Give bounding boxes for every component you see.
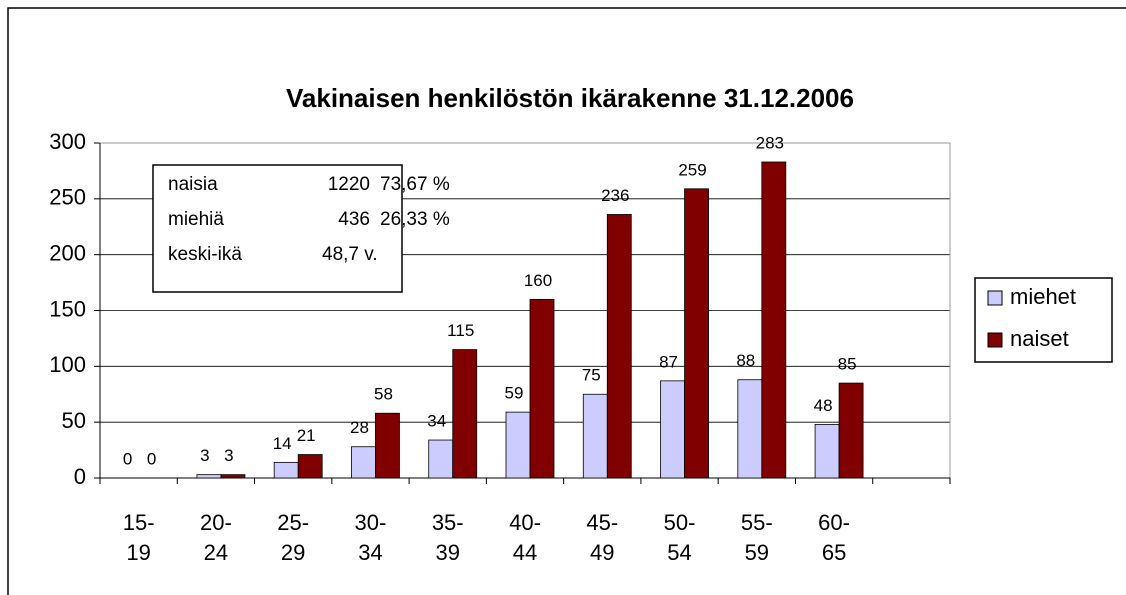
data-label: 59 <box>505 384 524 403</box>
data-label: 48 <box>814 396 833 415</box>
data-label: 34 <box>427 412 446 431</box>
chart-title: Vakinaisen henkilöstön ikärakenne 31.12.… <box>286 83 854 113</box>
legend-swatch <box>987 332 1003 348</box>
x-tick-label: 55- 59 <box>740 510 773 565</box>
x-tick-label: 15- 19 <box>122 510 155 565</box>
data-label: 87 <box>659 352 678 371</box>
bar <box>582 393 608 479</box>
bar <box>505 411 531 479</box>
x-tick-label: 35- 39 <box>431 510 464 565</box>
y-tick-label: 100 <box>49 352 86 377</box>
bar <box>273 461 299 479</box>
y-tick-label: 300 <box>49 129 86 154</box>
data-label: 14 <box>273 434 292 453</box>
x-tick-label: 45- 49 <box>586 510 619 565</box>
x-tick-label: 40- 44 <box>509 510 541 565</box>
data-label: 283 <box>756 133 784 152</box>
info-label: keski-ikä <box>168 244 242 265</box>
x-tick-label: 30- 34 <box>354 510 387 565</box>
bar <box>428 439 454 479</box>
y-tick-label: 200 <box>49 240 86 265</box>
data-label: 259 <box>678 160 706 179</box>
data-label: 58 <box>374 385 393 404</box>
legend-label: naiset <box>1010 326 1069 351</box>
y-tick-label: 150 <box>49 296 86 321</box>
bar <box>684 188 709 479</box>
x-tick-label: 25- 29 <box>277 510 310 565</box>
bar <box>452 349 478 479</box>
info-label: miehiä <box>168 209 224 230</box>
y-tick-label: 250 <box>49 185 86 210</box>
bar <box>761 161 787 479</box>
data-label: 3 <box>224 446 233 465</box>
data-label: 0 <box>147 449 156 468</box>
chart-border <box>7 7 1126 595</box>
x-tick-label: 20- 24 <box>200 510 232 565</box>
info-value: 436 <box>338 209 370 230</box>
x-tick-label: 50- 54 <box>663 510 696 565</box>
data-label: 115 <box>447 321 474 340</box>
bar <box>351 446 376 479</box>
data-label: 21 <box>297 426 316 445</box>
info-value: 48,7 v. <box>322 244 378 265</box>
data-label: 236 <box>601 186 629 205</box>
bar <box>606 214 632 479</box>
bar <box>529 298 555 479</box>
bar <box>814 423 840 479</box>
y-tick-label: 50 <box>62 408 86 433</box>
y-tick-label: 0 <box>74 464 86 489</box>
data-label: 28 <box>350 418 369 437</box>
bar <box>737 379 763 479</box>
info-value: 1220 <box>328 174 370 195</box>
legend-swatch <box>987 290 1003 306</box>
info-label: naisia <box>168 174 218 195</box>
data-label: 88 <box>736 351 755 370</box>
bar <box>660 380 685 479</box>
bar <box>297 454 323 479</box>
data-label: 3 <box>200 446 209 465</box>
data-label: 160 <box>524 271 552 290</box>
bar <box>838 382 864 479</box>
bar <box>196 474 222 479</box>
info-box <box>152 164 403 293</box>
bar <box>375 412 400 479</box>
bar <box>220 474 246 479</box>
x-tick-label: 60- 65 <box>818 510 850 565</box>
info-value: 26,33 % <box>380 209 450 230</box>
info-value: 73,67 % <box>380 174 450 195</box>
data-label: 75 <box>582 366 601 385</box>
data-label: 85 <box>838 355 857 374</box>
data-label: 0 <box>123 449 132 468</box>
legend-label: miehet <box>1010 284 1076 309</box>
